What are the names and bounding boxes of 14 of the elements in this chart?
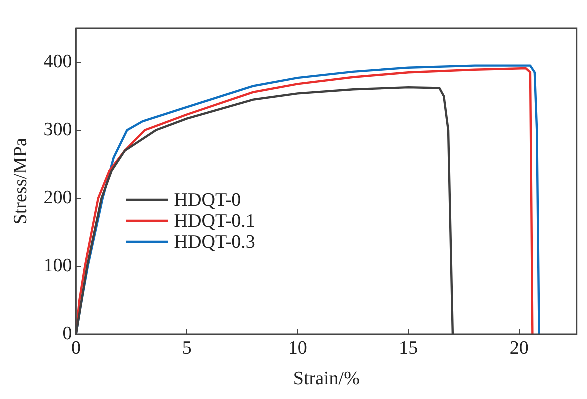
x-tick-label: 5 [182,338,192,359]
y-tick-label: 300 [44,119,72,140]
x-tick-label: 10 [288,338,308,359]
y-axis-title: Stress/MPa [10,138,32,225]
x-tick-label: 20 [510,338,529,359]
y-tick-label: 200 [44,187,72,208]
y-tick-label: 0 [62,323,72,344]
legend-label: HDQT-0 [174,190,242,212]
y-tick-label: 400 [44,51,72,72]
x-tick-label: 15 [399,338,418,359]
y-tick-label: 100 [44,255,72,276]
legend-label: HDQT-0.1 [174,211,256,232]
x-axis-title: Strain/% [293,368,360,390]
legend-label: HDQT-0.3 [174,232,256,254]
